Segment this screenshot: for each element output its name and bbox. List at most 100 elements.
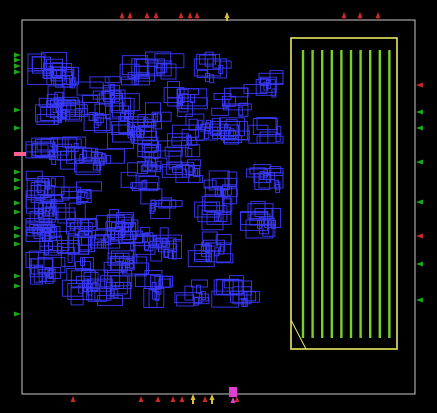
cell-cluster [43, 62, 79, 89]
io-pin [234, 396, 240, 402]
cell [27, 53, 46, 72]
cell [256, 117, 277, 131]
cell [209, 74, 215, 84]
cell [195, 284, 201, 294]
cell [247, 203, 274, 220]
cell [211, 177, 237, 187]
cell [211, 117, 221, 135]
cell [140, 226, 151, 234]
cell [101, 153, 107, 163]
io-pin [416, 261, 423, 267]
cell [57, 114, 63, 124]
cell [64, 138, 82, 149]
cell-cluster [25, 170, 70, 204]
cell-cluster [25, 210, 57, 242]
cell [43, 63, 73, 76]
io-pin [144, 12, 150, 18]
io-pin [153, 12, 159, 18]
cell-cluster [211, 87, 252, 117]
cell [50, 137, 78, 148]
cell [269, 217, 275, 227]
cell [222, 184, 237, 205]
io-pin [14, 273, 21, 279]
cell [84, 226, 90, 236]
die-outline [21, 19, 416, 395]
cell-cluster [140, 188, 183, 220]
cell-cluster [25, 250, 66, 285]
io-pin [416, 199, 423, 205]
cell [119, 63, 140, 80]
io-pin [178, 12, 184, 18]
cell [69, 222, 75, 232]
cell [25, 196, 52, 209]
cell-cluster [163, 81, 208, 117]
cell [150, 199, 156, 209]
cell [214, 247, 220, 257]
cell [51, 206, 57, 216]
cell [149, 204, 155, 214]
highlighted-pin [229, 387, 237, 397]
cell [37, 176, 65, 196]
cell [216, 278, 240, 295]
cell [78, 237, 95, 253]
cell [275, 183, 280, 193]
cell [229, 290, 260, 303]
cell [162, 275, 173, 288]
io-pin [416, 159, 423, 165]
cell [244, 291, 257, 302]
cell-cluster [161, 150, 204, 184]
cell [136, 161, 148, 175]
cell-cluster [248, 117, 284, 144]
cell-cluster [76, 76, 122, 104]
cell [61, 75, 67, 85]
io-pin [14, 209, 21, 215]
cell [76, 181, 102, 192]
io-pin [194, 12, 200, 18]
cell [181, 168, 187, 178]
cell [33, 224, 39, 234]
cell [143, 241, 149, 251]
cell [243, 83, 268, 94]
cell [144, 151, 150, 161]
io-pin [14, 177, 21, 183]
cell [171, 250, 177, 260]
memory-macro [290, 37, 398, 350]
cell [186, 134, 192, 144]
cell [171, 136, 198, 146]
cell [188, 118, 198, 131]
io-pins-left [14, 52, 26, 317]
cell [258, 72, 284, 84]
cell [211, 290, 240, 308]
cell [110, 95, 123, 114]
cell [27, 68, 55, 85]
cell [204, 130, 210, 139]
cell [51, 62, 63, 79]
cell [184, 285, 194, 301]
cell [196, 69, 208, 78]
cell [81, 235, 112, 246]
cell [70, 79, 76, 89]
cell [223, 188, 228, 198]
cell [127, 129, 133, 139]
io-pin [170, 396, 176, 402]
cell [75, 160, 101, 176]
cell [52, 104, 58, 113]
cell [155, 200, 183, 208]
cell [259, 76, 277, 93]
cell [86, 278, 113, 292]
cell [222, 280, 253, 296]
cell [152, 238, 169, 247]
io-pin [357, 12, 363, 18]
cell-cluster [103, 243, 149, 277]
cell [76, 195, 82, 205]
cell [178, 96, 184, 106]
highlighted-pin-arrow [230, 397, 236, 403]
cell-cluster [134, 269, 173, 309]
io-pins-bottom [70, 387, 240, 404]
cell [275, 132, 281, 142]
cell [197, 205, 228, 223]
cell [224, 98, 230, 108]
standard-cell-region [25, 51, 284, 309]
cell [66, 267, 92, 281]
cell-cluster [211, 275, 260, 308]
